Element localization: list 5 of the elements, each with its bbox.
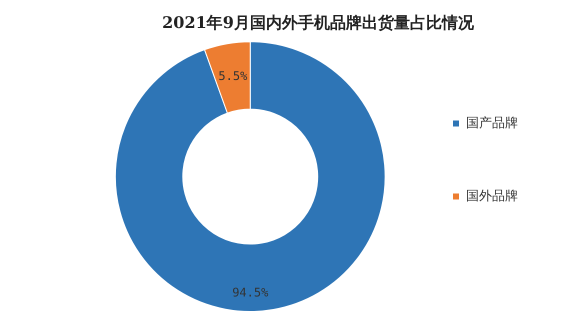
legend-label: 国外品牌	[466, 188, 518, 204]
chart-title: 2021年9月国内外手机品牌出货量占比情况	[162, 12, 475, 32]
data-label: 5.5%	[218, 69, 248, 84]
data-label: 94.5%	[232, 286, 270, 300]
legend-label: 国产品牌	[466, 116, 518, 131]
